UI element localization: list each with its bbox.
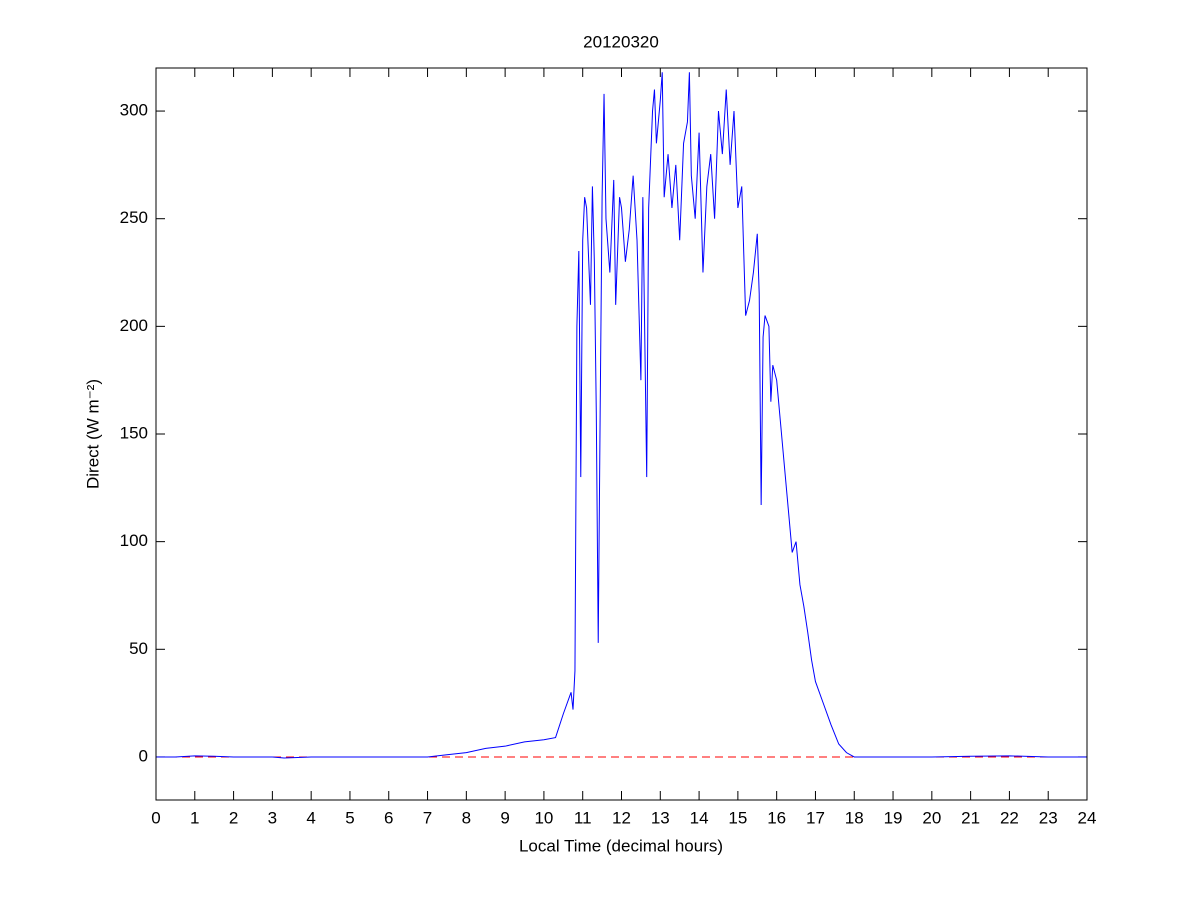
y-tick-label: 250 bbox=[120, 208, 148, 227]
x-tick-label: 8 bbox=[462, 808, 471, 827]
x-tick-label: 2 bbox=[229, 808, 238, 827]
y-tick-label: 300 bbox=[120, 101, 148, 120]
x-tick-label: 14 bbox=[690, 808, 709, 827]
y-tick-label: 50 bbox=[129, 639, 148, 658]
x-axis-label: Local Time (decimal hours) bbox=[519, 836, 723, 855]
x-tick-label: 23 bbox=[1039, 808, 1058, 827]
x-tick-label: 18 bbox=[845, 808, 864, 827]
y-tick-label: 200 bbox=[120, 316, 148, 335]
x-tick-label: 11 bbox=[574, 808, 592, 827]
x-tick-label: 10 bbox=[534, 808, 553, 827]
axes-box bbox=[155, 67, 1088, 801]
x-tick-label: 3 bbox=[268, 808, 277, 827]
x-tick-label: 21 bbox=[961, 808, 980, 827]
chart-title: 20120320 bbox=[583, 32, 659, 51]
y-tick-label: 0 bbox=[139, 746, 148, 765]
x-tick-label: 13 bbox=[651, 808, 670, 827]
y-tick-label: 100 bbox=[120, 531, 148, 550]
x-tick-label: 15 bbox=[728, 808, 747, 827]
y-axis-label: Direct (W m⁻²) bbox=[83, 379, 102, 489]
x-tick-label: 1 bbox=[190, 808, 199, 827]
data-line bbox=[156, 72, 1087, 759]
x-tick-label: 20 bbox=[922, 808, 941, 827]
x-tick-label: 9 bbox=[500, 808, 509, 827]
x-tick-label: 22 bbox=[1000, 808, 1019, 827]
x-tick-label: 24 bbox=[1078, 808, 1097, 827]
x-tick-label: 17 bbox=[806, 808, 825, 827]
y-tick-label: 150 bbox=[120, 423, 148, 442]
x-tick-label: 12 bbox=[612, 808, 631, 827]
x-tick-label: 7 bbox=[423, 808, 432, 827]
x-tick-label: 4 bbox=[306, 808, 315, 827]
x-tick-label: 5 bbox=[345, 808, 354, 827]
x-tick-label: 16 bbox=[767, 808, 786, 827]
x-tick-label: 19 bbox=[884, 808, 903, 827]
x-tick-label: 6 bbox=[384, 808, 393, 827]
x-tick-label: 0 bbox=[151, 808, 160, 827]
